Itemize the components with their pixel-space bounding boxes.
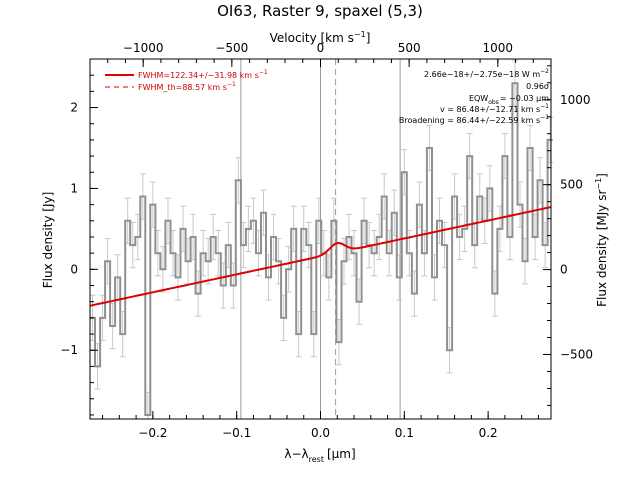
- y-axis-label-right: Flux density [MJy sr−1]: [594, 173, 609, 307]
- y-tick-label: 1: [70, 181, 78, 195]
- spectrum-line: [90, 82, 553, 416]
- axes: −0.2 −0.1 0.0 0.1 0.2 −1000 −500 0 500 1000 −1 0 1 2 −…: [60, 41, 593, 440]
- top-tick-label: −500: [215, 41, 248, 55]
- fit-annotations: 2.66e−18+/−2.75e−18 W m−2 0.96σ EQWobs= …: [399, 68, 549, 125]
- legend-label-fwhm-th: FWHM_th=88.57 km s−1: [138, 81, 236, 92]
- annotation-velocity: v = 86.48+/−12.71 km s−1: [440, 103, 549, 114]
- legend: FWHM=122.34+/−31.98 km s−1 FWHM_th=88.57…: [105, 69, 268, 92]
- y-tick-label: 2: [70, 101, 78, 115]
- y-tick-label: 0: [70, 262, 78, 276]
- x-tick-label: −0.2: [138, 426, 167, 440]
- annotation-broadening: Broadening = 86.44+/−22.59 km s−1: [399, 114, 549, 125]
- top-axis-label: Velocity [km s−1]: [270, 30, 371, 45]
- top-tick-label: −1000: [123, 41, 164, 55]
- right-tick-label: 1000: [560, 93, 591, 107]
- annotation-eqw: EQWobs= −0.03 μm: [469, 94, 549, 106]
- x-tick-label: 0.1: [395, 426, 414, 440]
- right-tick-label: −500: [560, 347, 593, 361]
- annotation-sigma: 0.96σ: [526, 82, 549, 91]
- y-tick-label: −1: [60, 343, 78, 357]
- top-tick-label: 1000: [483, 41, 514, 55]
- fit-line: [89, 206, 552, 307]
- x-axis-label: λ−λrest [μm]: [284, 447, 355, 464]
- top-tick-label: 0: [317, 41, 325, 55]
- chart-title: OI63, Raster 9, spaxel (5,3): [217, 2, 423, 20]
- x-tick-label: 0.2: [479, 426, 498, 440]
- data-layer: [89, 82, 553, 416]
- x-tick-label: 0.0: [311, 426, 330, 440]
- right-tick-label: 0: [560, 263, 568, 277]
- right-tick-label: 500: [560, 178, 583, 192]
- y-axis-label-left: Flux density [Jy]: [41, 192, 55, 289]
- top-tick-label: 500: [398, 41, 421, 55]
- legend-label-fwhm: FWHM=122.34+/−31.98 km s−1: [138, 69, 268, 80]
- x-tick-label: −0.1: [222, 426, 251, 440]
- annotation-flux: 2.66e−18+/−2.75e−18 W m−2: [424, 68, 549, 79]
